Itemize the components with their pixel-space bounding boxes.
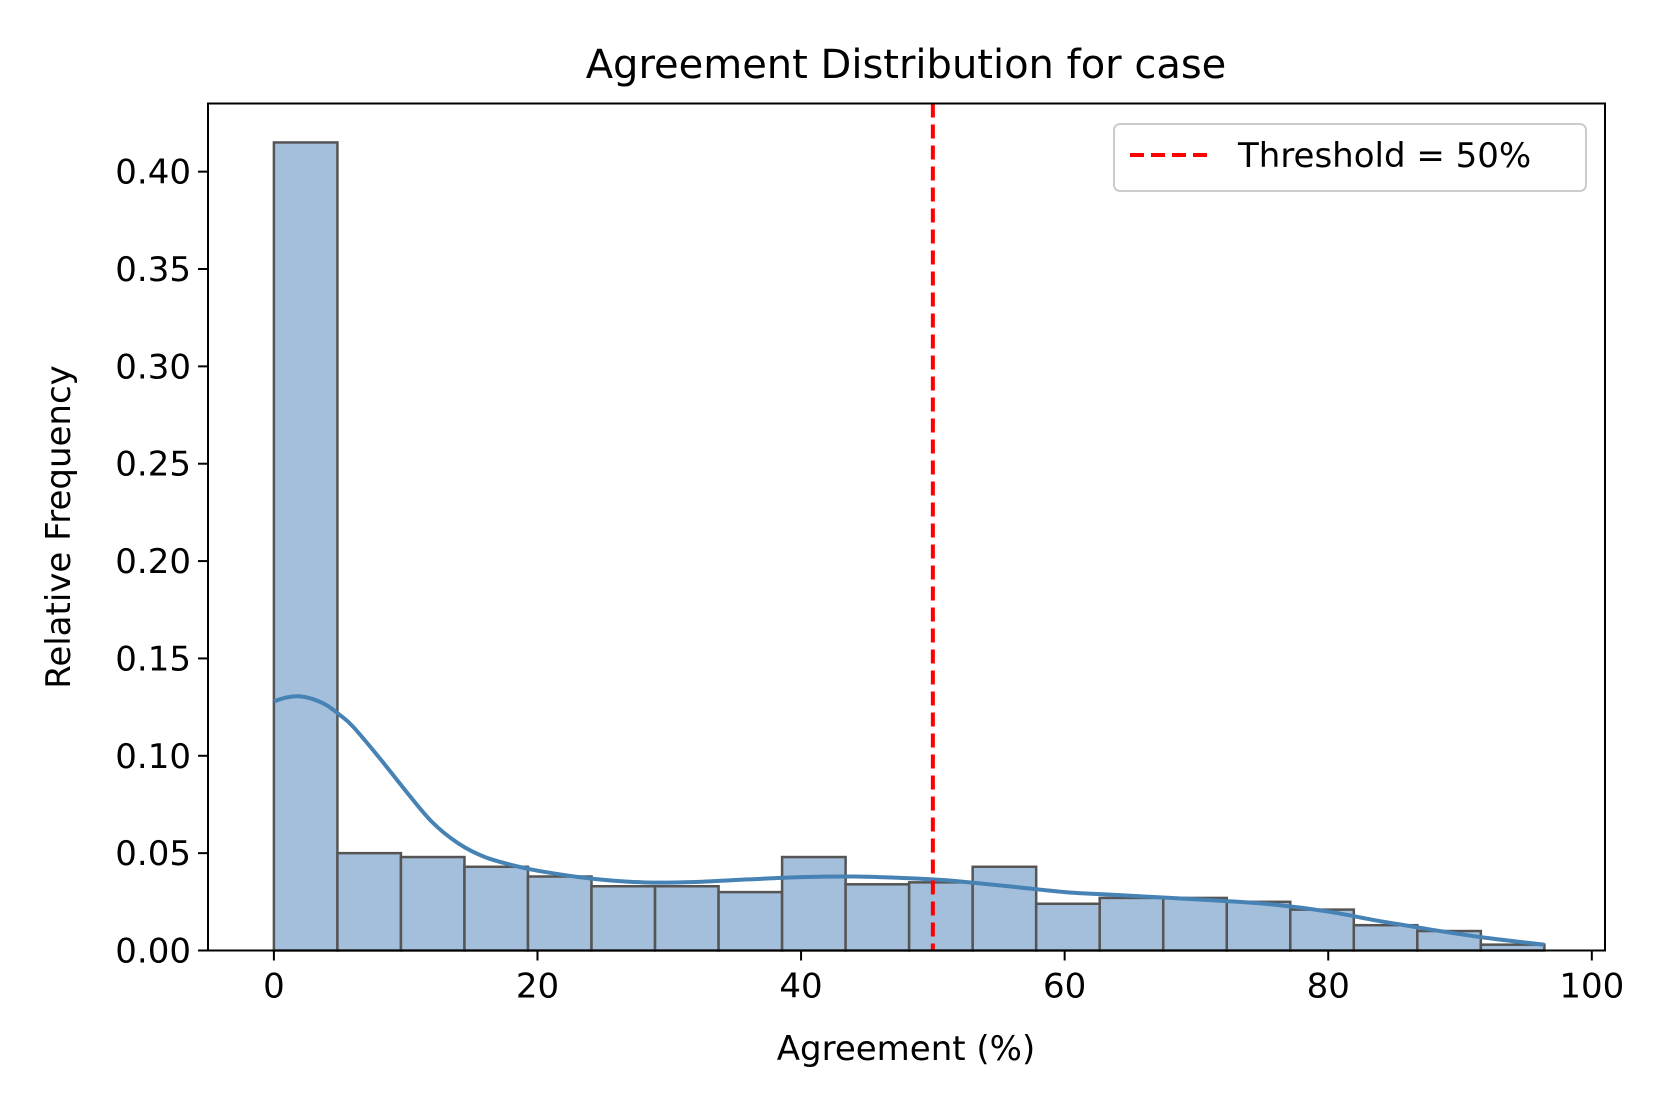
x-tick-label: 40: [779, 967, 822, 1007]
y-tick-label: 0.30: [115, 347, 191, 387]
y-tick-label: 0.20: [115, 542, 191, 582]
kde-curve: [273, 694, 1545, 947]
histogram-bar: [272, 141, 339, 952]
y-tick-label: 0.25: [115, 445, 191, 485]
histogram-bar: [1161, 896, 1229, 952]
histogram-bar: [336, 851, 403, 952]
y-tick-label: 0.40: [115, 153, 191, 193]
chart-title: Agreement Distribution for case: [586, 42, 1227, 88]
histogram-bar: [1034, 902, 1101, 952]
x-tick-label: 0: [263, 967, 285, 1007]
bars-layer: [272, 141, 1546, 952]
histogram-bar: [526, 875, 593, 952]
y-tick-label: 0.10: [115, 737, 191, 777]
histogram-bar: [717, 890, 784, 952]
x-axis-label: Agreement (%): [777, 1029, 1035, 1069]
y-tick-label: 0.00: [115, 932, 191, 972]
legend-threshold-label: Threshold = 50%: [1237, 136, 1531, 176]
histogram-bar: [971, 865, 1038, 952]
x-tick-label: 80: [1307, 967, 1350, 1007]
x-tick-label: 60: [1043, 967, 1086, 1007]
legend: Threshold = 50%: [1113, 123, 1587, 192]
histogram-bar: [844, 883, 911, 952]
y-tick-label: 0.35: [115, 250, 191, 290]
histogram-bar: [653, 884, 720, 952]
legend-box: [1113, 123, 1587, 192]
x-axis: 0 20 40 60 80 100: [263, 950, 1624, 1007]
histogram-bar: [780, 855, 847, 952]
histogram-bar: [907, 881, 974, 952]
histogram-bar: [1352, 923, 1419, 952]
histogram-bar: [1098, 896, 1165, 952]
x-tick-label: 20: [516, 967, 559, 1007]
y-tick-label: 0.15: [115, 639, 191, 679]
plot-frame: [207, 102, 1606, 952]
histogram-bar: [463, 865, 530, 952]
x-tick-label: 100: [1559, 967, 1624, 1007]
histogram-bar: [399, 855, 466, 952]
histogram-bar: [1225, 900, 1292, 952]
histogram-bar: [590, 884, 657, 952]
y-axis-label: Relative Frequency: [39, 365, 79, 689]
y-tick-label: 0.05: [115, 834, 191, 874]
y-axis: 0.00 0.05 0.10 0.15 0.20 0.25 0.30 0.35 0.40: [115, 153, 208, 972]
kde-layer: [273, 694, 1545, 947]
